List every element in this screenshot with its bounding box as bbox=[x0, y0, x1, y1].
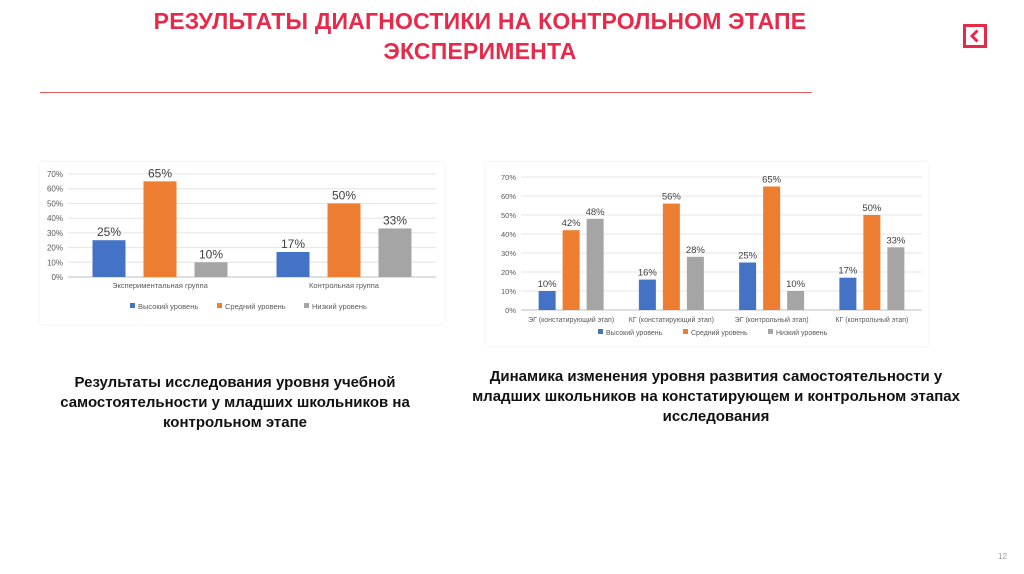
legend-swatch bbox=[304, 303, 309, 308]
chart-dynamics-svg: 0% 10% 20% 30% 40% 50% 60% 70% 10% 42% 48% ЭГ (конс… bbox=[501, 173, 922, 337]
data-label: 10% bbox=[538, 279, 558, 290]
data-label: 16% bbox=[638, 268, 658, 279]
data-label: 28% bbox=[686, 245, 706, 256]
legend-swatch bbox=[598, 329, 603, 334]
y-tick-label: 20% bbox=[47, 244, 63, 253]
category-label: Экспериментальная группа bbox=[112, 281, 209, 290]
category-label: ЭГ (контрольный этап) bbox=[735, 316, 809, 324]
bar bbox=[143, 181, 177, 277]
data-label: 48% bbox=[586, 207, 606, 218]
data-label: 25% bbox=[738, 251, 758, 262]
data-label: 17% bbox=[281, 237, 305, 251]
bar bbox=[863, 215, 881, 310]
bar bbox=[327, 203, 361, 277]
category-label: Контрольная группа bbox=[309, 281, 380, 290]
y-tick-label: 0% bbox=[505, 306, 516, 315]
bar bbox=[887, 247, 905, 310]
y-tick-label: 60% bbox=[47, 185, 63, 194]
y-tick-label: 70% bbox=[47, 170, 63, 179]
chart-control-stage: 0% 10% 20% 30% 40% 50% 60% 70% 25% 65% 10% Эксперим… bbox=[40, 162, 444, 324]
slide-title: РЕЗУЛЬТАТЫ ДИАГНОСТИКИ НА КОНТРОЛЬНОМ ЭТ… bbox=[153, 8, 807, 64]
data-label: 65% bbox=[762, 175, 782, 186]
legend-label: Средний уровень bbox=[225, 302, 286, 311]
bar bbox=[538, 291, 556, 310]
data-label: 33% bbox=[886, 235, 906, 246]
y-tick-label: 70% bbox=[501, 173, 516, 182]
bar bbox=[763, 186, 781, 310]
legend-swatch bbox=[130, 303, 135, 308]
chart-dynamics: 0% 10% 20% 30% 40% 50% 60% 70% 10% 42% 48% ЭГ (конс… bbox=[486, 162, 928, 346]
y-tick-label: 0% bbox=[51, 273, 63, 282]
back-arrow-icon bbox=[963, 24, 987, 48]
bar bbox=[562, 230, 580, 310]
legend-swatch bbox=[768, 329, 773, 334]
y-tick-label: 40% bbox=[47, 214, 63, 223]
bar bbox=[276, 251, 310, 277]
caption-right: Динамика изменения уровня развития самос… bbox=[472, 368, 960, 425]
data-label: 33% bbox=[383, 213, 407, 227]
bar bbox=[92, 240, 126, 277]
y-tick-label: 10% bbox=[501, 287, 516, 296]
back-button[interactable] bbox=[963, 24, 987, 48]
y-tick-label: 20% bbox=[501, 268, 516, 277]
legend-label: Высокий уровень bbox=[606, 329, 663, 337]
bar bbox=[787, 291, 805, 310]
title-divider bbox=[40, 92, 812, 93]
bar bbox=[586, 218, 604, 310]
category-label: КГ (контрольный этап) bbox=[835, 316, 908, 324]
category-label: ЭГ (констатирующий этап) bbox=[528, 316, 614, 324]
bar bbox=[638, 279, 656, 310]
category-label: КГ (констатирующий этап) bbox=[629, 316, 714, 324]
legend-swatch bbox=[217, 303, 222, 308]
y-tick-label: 30% bbox=[47, 229, 63, 238]
bar bbox=[662, 203, 680, 310]
data-label: 42% bbox=[562, 218, 582, 229]
bar bbox=[686, 256, 704, 310]
y-tick-label: 30% bbox=[501, 249, 516, 258]
caption-left: Результаты исследования уровня учебной с… bbox=[60, 374, 410, 431]
y-tick-label: 60% bbox=[501, 192, 516, 201]
y-tick-label: 50% bbox=[47, 199, 63, 208]
legend-label: Высокий уровень bbox=[138, 302, 198, 311]
data-label: 10% bbox=[786, 279, 806, 290]
bar bbox=[378, 228, 412, 277]
bar bbox=[194, 262, 228, 277]
data-label: 17% bbox=[838, 266, 858, 277]
legend-label: Средний уровень bbox=[691, 329, 748, 337]
legend-swatch bbox=[683, 329, 688, 334]
data-label: 10% bbox=[199, 247, 223, 261]
data-label: 25% bbox=[97, 225, 121, 239]
y-tick-label: 10% bbox=[47, 258, 63, 267]
bar bbox=[839, 277, 857, 310]
chart-control-stage-svg: 0% 10% 20% 30% 40% 50% 60% 70% 25% 65% 10% Эксперим… bbox=[47, 166, 436, 311]
data-label: 50% bbox=[332, 188, 356, 202]
legend-label: Низкий уровень bbox=[312, 302, 367, 311]
data-label: 50% bbox=[862, 203, 882, 214]
data-label: 65% bbox=[148, 166, 172, 180]
data-label: 56% bbox=[662, 192, 682, 203]
page-number: 12 bbox=[998, 552, 1007, 561]
y-tick-label: 40% bbox=[501, 230, 516, 239]
y-tick-label: 50% bbox=[501, 211, 516, 220]
bar bbox=[739, 262, 757, 310]
legend-label: Низкий уровень bbox=[776, 329, 828, 337]
